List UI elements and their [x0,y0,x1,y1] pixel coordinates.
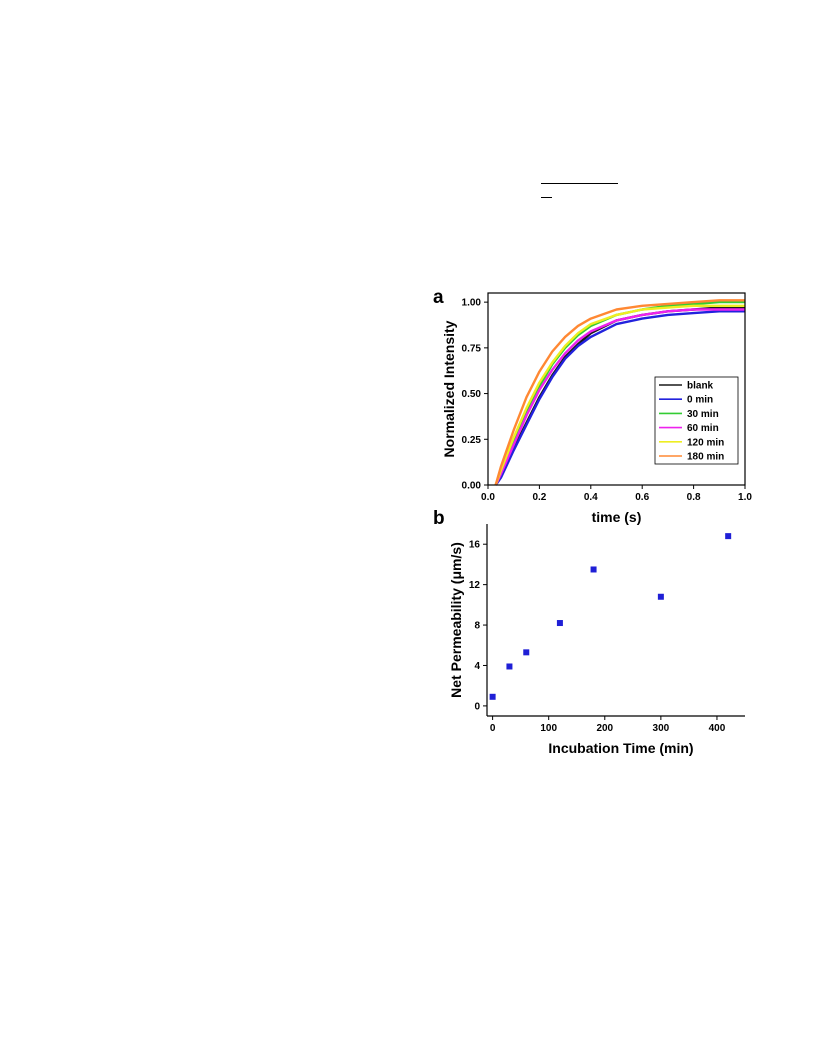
panel-b-y-tick-label-4: 16 [469,540,481,551]
panel-b-axes [486,524,745,717]
panel-a-legend-label-1: 0 min [687,395,713,406]
panel-b-x-tick-label-4: 400 [709,723,726,734]
panel-b-y-tick-label-0: 0 [474,701,480,712]
panel-b-letter: b [433,508,445,529]
panel-b-data-point-4 [590,566,597,573]
panel-b-data-point-3 [556,620,563,627]
decorative-rule-long [541,183,618,184]
panel-b-x-tick-label-1: 100 [540,723,557,734]
panel-a-series-line-5 [494,299,745,486]
panel-a-plot-frame [487,292,746,486]
panel-b-points [489,533,732,700]
panel-a-legend-label-3: 60 min [687,423,719,434]
panel-a-legend-label-2: 30 min [687,409,719,420]
panel-b-data-point-5 [657,593,664,600]
panel-a-legend-label-4: 120 min [687,437,724,448]
panel-a-y-tick-label-4: 1.00 [462,298,482,309]
panel-b-y-tick-label-2: 8 [474,621,480,632]
panel-b-y-tick-label-3: 12 [469,580,481,591]
panel-a-y-tick-label-1: 0.25 [462,435,482,446]
panel-a-legend-label-0: blank [687,381,714,392]
panel-a-legend: blank 0 min 30 min 60 min 120 min 180 min [654,376,739,465]
panel-a-legend-box [654,376,739,465]
panel-b-scatter-chart: b 0 100 200 300 400 0 4 8 12 16 Incubation Time (… [433,508,745,756]
panel-a-series-line-1 [494,310,745,486]
panel-a-series-line-4 [494,304,745,486]
panel-a-line-chart: a 0.0 0.2 0.4 0.6 0.8 1.0 0.00 0.25 0.50 0.75 1.00… [433,287,752,525]
panel-a-series-group [494,299,745,486]
panel-b-x-axis-title: Incubation Time (min) [548,740,693,756]
panel-a-y-axis-title: Normalized Intensity [441,320,457,457]
panel-b-x-tick-label-2: 200 [596,723,613,734]
panel-a-x-tick-label-4: 0.8 [687,492,701,503]
panel-b-x-tick-label-0: 0 [490,723,496,734]
panel-a-legend-label-5: 180 min [687,452,724,463]
panel-b-data-point-2 [523,649,530,656]
panel-b-x-tick-label-3: 300 [653,723,670,734]
panel-a-x-tick-label-1: 0.2 [532,492,546,503]
panel-b-y-axis-title: Net Permeability (μm/s) [448,542,464,698]
panel-b-data-point-0 [489,693,496,700]
panel-a-x-tick-label-3: 0.6 [635,492,649,503]
panel-a-x-tick-label-0: 0.0 [481,492,495,503]
panel-b-data-point-1 [506,663,513,670]
panel-a-y-tick-label-2: 0.50 [462,389,482,400]
panel-a-x-axis-title: time (s) [592,509,642,525]
panel-b-data-point-6 [725,533,732,540]
panel-b-ticks: 0 100 200 300 400 0 4 8 12 16 [469,540,726,734]
panel-a-y-tick-label-0: 0.00 [462,481,482,492]
panel-a-y-tick-label-3: 0.75 [462,343,482,354]
decorative-rule-short [541,197,552,198]
panel-a-series-line-2 [494,300,745,486]
panel-a-x-tick-label-2: 0.4 [584,492,598,503]
panel-b-y-tick-label-1: 4 [474,661,480,672]
panel-a-series-line-3 [494,308,745,486]
panel-a-x-tick-label-5: 1.0 [738,492,752,503]
panel-a-ticks: 0.0 0.2 0.4 0.6 0.8 1.0 0.00 0.25 0.50 0.75 1.00 [462,298,753,503]
panel-a-letter: a [433,287,444,308]
